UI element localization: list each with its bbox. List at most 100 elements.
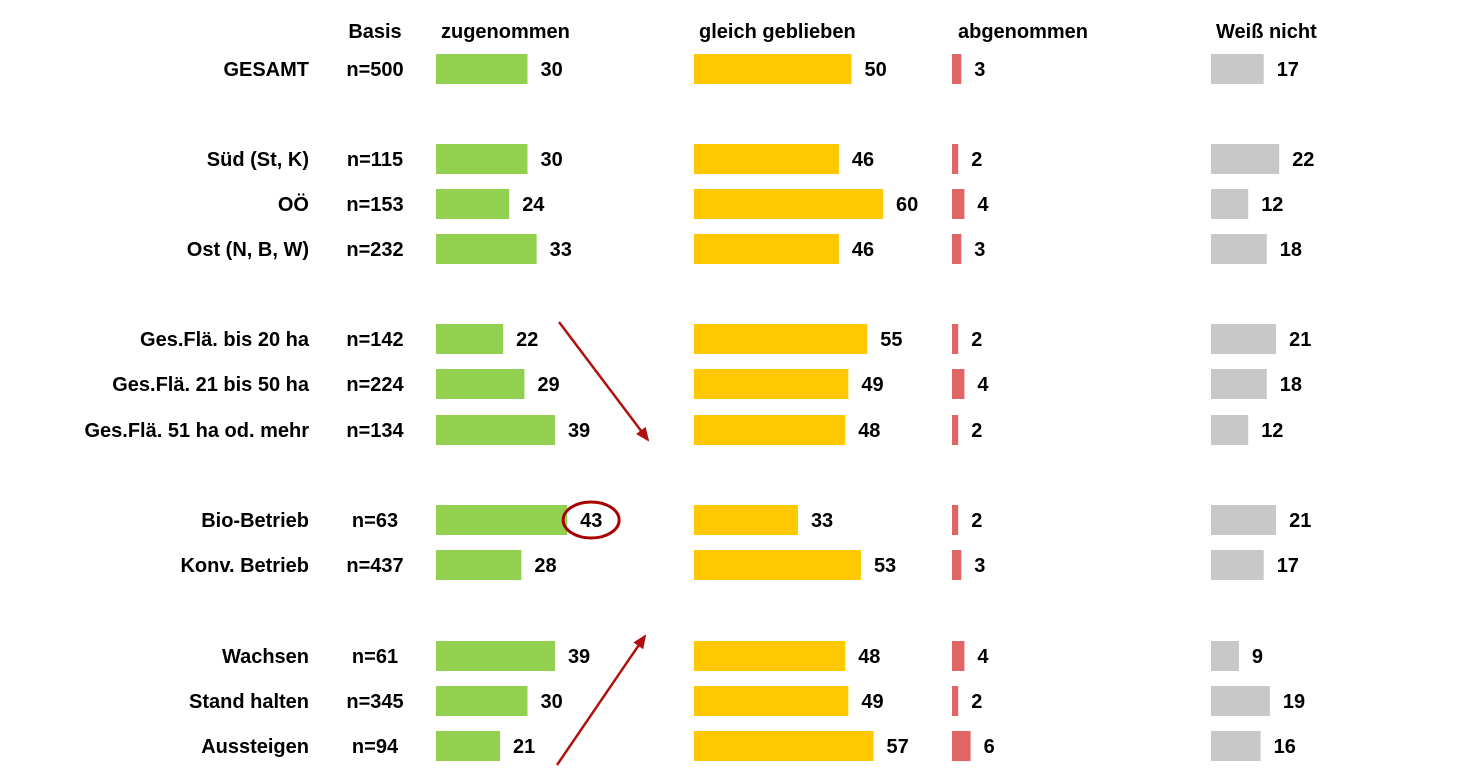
data-label-zugenommen: 28	[534, 555, 556, 577]
bar-abgenommen	[952, 731, 971, 761]
bar-weiss-nicht	[1211, 234, 1267, 264]
basis-value: n=224	[346, 374, 404, 396]
bar-gleich-geblieben	[694, 686, 849, 716]
bar-zugenommen	[436, 505, 568, 535]
bar-weiss-nicht	[1211, 415, 1249, 445]
header-abgenommen: abgenommen	[958, 21, 1088, 43]
bar-abgenommen	[952, 550, 962, 580]
bar-zugenommen	[436, 189, 510, 219]
data-label-gleich-geblieben: 60	[896, 194, 918, 216]
row-label: OÖ	[278, 193, 309, 216]
row-label: Ges.Flä. 51 ha od. mehr	[84, 420, 309, 442]
data-label-zugenommen: 43	[580, 510, 602, 532]
bar-zugenommen	[436, 324, 504, 354]
data-label-weiss-nicht: 18	[1280, 239, 1302, 261]
bar-abgenommen	[952, 234, 962, 264]
data-label-weiss-nicht: 22	[1292, 149, 1314, 171]
data-label-gleich-geblieben: 48	[858, 420, 880, 442]
bar-gleich-geblieben	[694, 54, 852, 84]
basis-value: n=134	[346, 420, 404, 442]
data-label-zugenommen: 29	[537, 374, 559, 396]
data-label-weiss-nicht: 17	[1277, 59, 1299, 81]
column-headers: Basis zugenommen gleich geblieben abgenomme…	[348, 21, 1317, 43]
bar-weiss-nicht	[1211, 731, 1261, 761]
data-label-gleich-geblieben: 33	[811, 510, 833, 532]
data-label-zugenommen: 30	[541, 691, 563, 713]
bar-weiss-nicht	[1211, 54, 1264, 84]
bar-abgenommen	[952, 324, 959, 354]
data-label-weiss-nicht: 21	[1289, 329, 1311, 351]
bar-abgenommen	[952, 641, 965, 671]
bar-gleich-geblieben	[694, 641, 846, 671]
row-sued-st-k: Süd (St, K) n=115 30 46 2 22	[207, 144, 1314, 174]
bar-weiss-nicht	[1211, 550, 1264, 580]
trend-arrow-down	[558, 321, 650, 442]
data-label-gleich-geblieben: 48	[858, 646, 880, 668]
bar-weiss-nicht	[1211, 505, 1277, 535]
bar-gleich-geblieben	[694, 234, 839, 264]
data-label-zugenommen: 39	[568, 646, 590, 668]
basis-header: Basis	[348, 21, 401, 43]
bar-zugenommen	[436, 234, 537, 264]
row-ges-flae-51-ha-od-mehr: Ges.Flä. 51 ha od. mehr n=134 39 48 2 12	[84, 415, 1283, 445]
data-label-weiss-nicht: 18	[1280, 374, 1302, 396]
row-bio-betrieb: Bio-Betrieb n=63 43 33 2 21	[201, 505, 1311, 535]
bar-gleich-geblieben	[694, 415, 846, 445]
row-label: Bio-Betrieb	[201, 510, 309, 532]
bar-zugenommen	[436, 144, 528, 174]
data-label-abgenommen: 6	[984, 736, 995, 758]
data-label-weiss-nicht: 9	[1252, 646, 1263, 668]
bar-weiss-nicht	[1211, 686, 1270, 716]
data-label-abgenommen: 2	[971, 329, 982, 351]
bar-gleich-geblieben	[694, 505, 798, 535]
data-label-zugenommen: 39	[568, 420, 590, 442]
bar-gleich-geblieben	[694, 144, 839, 174]
row-stand-halten: Stand halten n=345 30 49 2 19	[189, 686, 1305, 716]
data-label-abgenommen: 3	[974, 59, 985, 81]
header-weiss-nicht: Weiß nicht	[1216, 21, 1317, 43]
row-ooe: OÖ n=153 24 60 4 12	[278, 189, 1283, 219]
data-label-weiss-nicht: 19	[1283, 691, 1305, 713]
bar-weiss-nicht	[1211, 144, 1280, 174]
basis-value: n=232	[346, 239, 403, 261]
data-label-abgenommen: 2	[971, 420, 982, 442]
bar-abgenommen	[952, 369, 965, 399]
basis-value: n=437	[346, 555, 403, 577]
row-label: Süd (St, K)	[207, 149, 309, 171]
bar-abgenommen	[952, 189, 965, 219]
bar-abgenommen	[952, 505, 959, 535]
row-label: Ost (N, B, W)	[187, 239, 309, 261]
row-label: Wachsen	[222, 646, 309, 668]
header-gleich-geblieben: gleich geblieben	[699, 21, 856, 43]
bar-abgenommen	[952, 686, 959, 716]
data-label-abgenommen: 2	[971, 691, 982, 713]
bar-zugenommen	[436, 731, 501, 761]
data-label-abgenommen: 3	[974, 555, 985, 577]
data-label-weiss-nicht: 21	[1289, 510, 1311, 532]
data-label-gleich-geblieben: 49	[861, 374, 883, 396]
row-aussteigen: Aussteigen n=94 21 57 6 16	[201, 731, 1296, 761]
bar-gleich-geblieben	[694, 731, 874, 761]
row-label: Aussteigen	[201, 736, 309, 758]
data-label-gleich-geblieben: 50	[865, 59, 887, 81]
row-label: Ges.Flä. bis 20 ha	[140, 329, 310, 351]
basis-value: n=153	[346, 194, 403, 216]
basis-value: n=63	[352, 510, 398, 532]
data-label-abgenommen: 2	[971, 149, 982, 171]
basis-value: n=500	[346, 59, 403, 81]
data-label-weiss-nicht: 12	[1261, 420, 1283, 442]
row-label: Stand halten	[189, 691, 309, 713]
bar-weiss-nicht	[1211, 369, 1267, 399]
annotations	[555, 321, 650, 766]
bar-zugenommen	[436, 369, 525, 399]
trend-arrow-up	[555, 634, 647, 766]
data-label-weiss-nicht: 16	[1274, 736, 1296, 758]
basis-value: n=345	[346, 691, 403, 713]
bar-gleich-geblieben	[694, 324, 868, 354]
row-wachsen: Wachsen n=61 39 48 4 9	[222, 641, 1263, 671]
data-label-abgenommen: 4	[977, 374, 989, 396]
bar-abgenommen	[952, 144, 959, 174]
data-label-zugenommen: 22	[516, 329, 538, 351]
bar-abgenommen	[952, 54, 962, 84]
